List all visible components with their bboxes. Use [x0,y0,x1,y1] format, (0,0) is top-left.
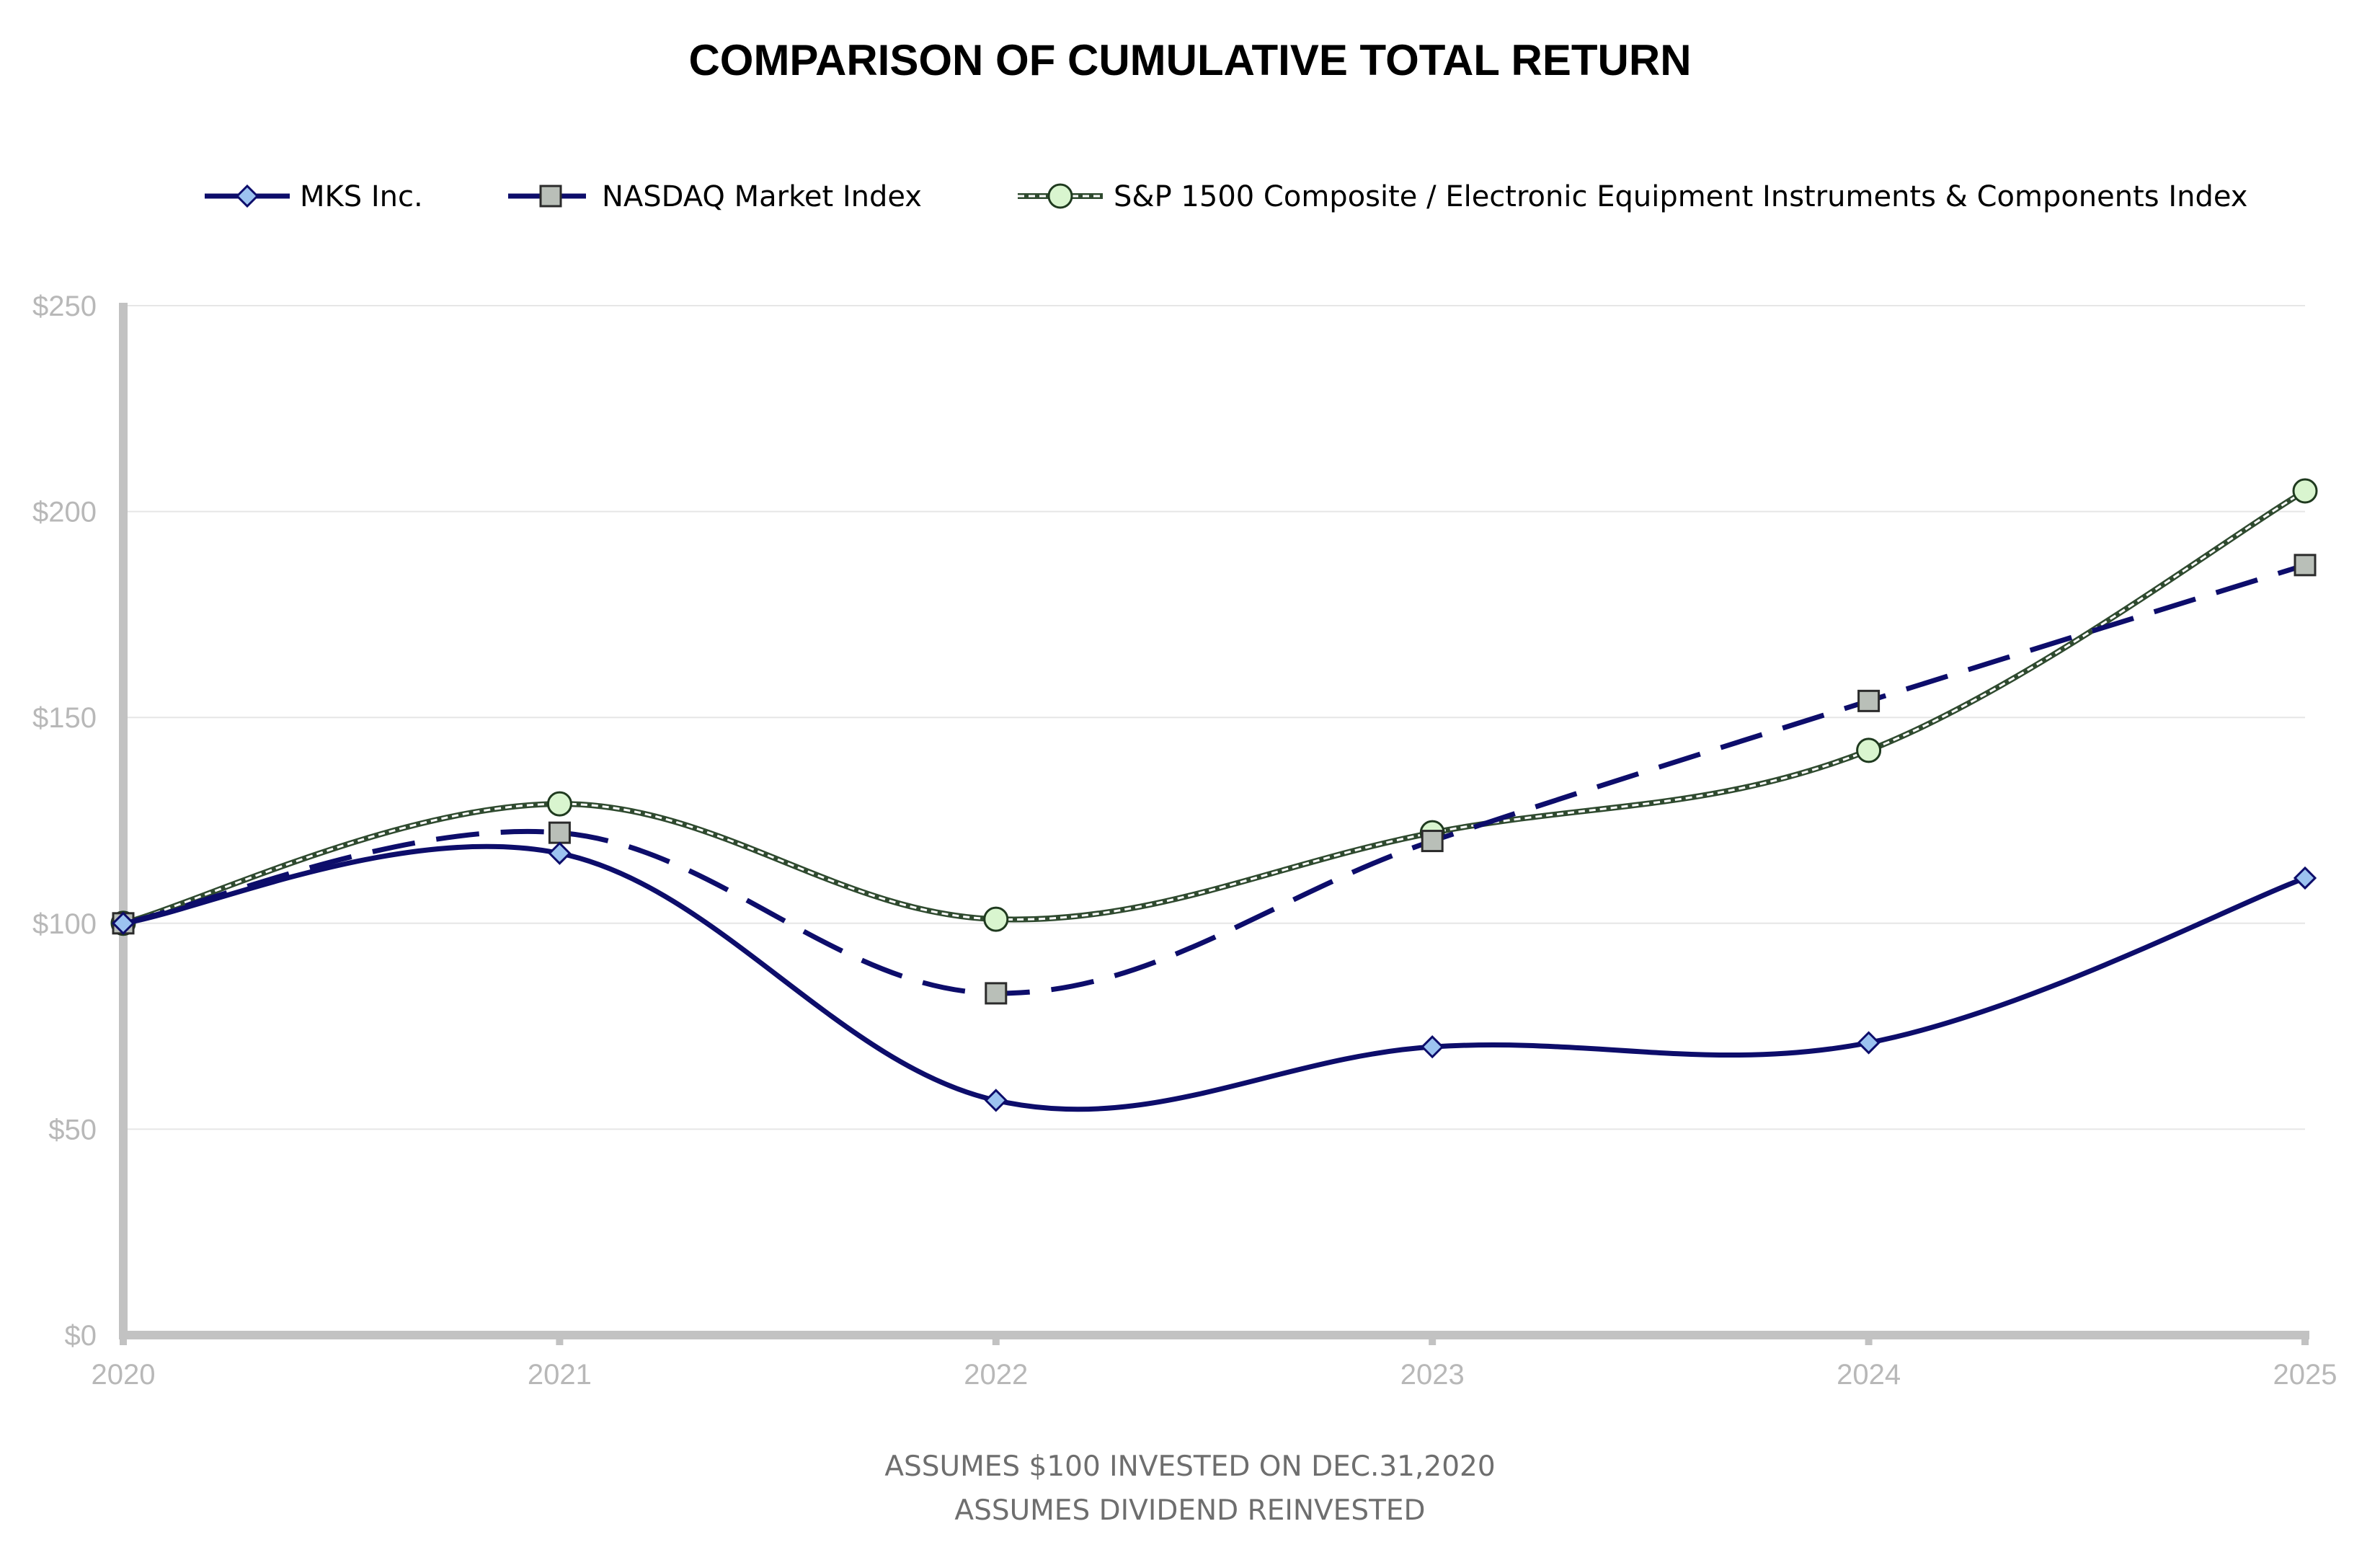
legend-swatch-marker [539,185,562,208]
series-line [123,843,2306,1112]
data-point-s-p-1500-composite-electronic-equipment-instruments-components-index [983,906,1009,932]
legend-label: NASDAQ Market Index [602,180,922,213]
data-point-mks-inc [1421,1035,1444,1059]
legend-swatch-marker [235,184,259,208]
series-mks-inc [111,841,2317,1112]
y-tick-label: $250 [32,291,97,322]
x-tick-label: 2023 [1400,1359,1465,1391]
data-point-nasdaq-market-index [1421,830,1444,853]
x-tick-label: 2024 [1837,1359,1901,1391]
y-tick-label: $0 [65,1320,97,1352]
legend-swatch-marker [1047,183,1073,209]
footnote: ASSUMES $100 INVESTED ON DEC.31,2020 [884,1450,1495,1483]
data-point-mks-inc [111,911,136,935]
series-layer [110,478,2318,1112]
y-tick-label: $150 [32,702,97,734]
footnotes: ASSUMES $100 INVESTED ON DEC.31,2020 ASSU… [884,1450,1495,1527]
chart-title: COMPARISON OF CUMULATIVE TOTAL RETURN [688,36,1691,84]
series-line-outline [122,488,2307,926]
legend-label: S&P 1500 Composite / Electronic Equipmen… [1114,180,2247,213]
x-tick-label: 2020 [92,1359,156,1391]
footnote: ASSUMES DIVIDEND REINVESTED [954,1494,1425,1527]
series-line [123,489,2306,925]
legend-label: MKS Inc. [300,180,423,213]
legend-item-mks-inc: MKS Inc. [205,180,423,213]
legend: MKS Inc. NASDAQ Market Index S&P 1500 Comp… [205,180,2247,213]
y-tick-label: $100 [32,908,97,940]
data-point-nasdaq-market-index [985,982,1008,1005]
data-point-mks-inc [548,841,572,865]
x-tick-label: 2025 [2273,1359,2337,1391]
data-point-mks-inc [1857,1031,1881,1055]
axes: $0 $50 $100 $150 $200 $250 2020 2021 2022 2023 202… [32,291,2337,1391]
gridlines [123,305,2305,1130]
series-s-p-1500-composite-electronic-equipment-instruments-components-index [110,478,2318,936]
data-point-mks-inc [984,1089,1008,1112]
x-tick-label: 2021 [528,1359,592,1391]
series-line [123,562,2306,996]
y-tick-label: $50 [48,1114,97,1145]
series-nasdaq-market-index [112,554,2317,1005]
data-point-s-p-1500-composite-electronic-equipment-instruments-components-index [1856,737,1882,763]
data-point-s-p-1500-composite-electronic-equipment-instruments-components-index [2292,478,2318,504]
legend-item-s-p-1500-composite-electronic-equipment-instruments-components-index: S&P 1500 Composite / Electronic Equipmen… [1018,180,2247,213]
data-point-nasdaq-market-index [1857,689,1881,712]
data-point-mks-inc [2293,866,2317,890]
data-point-nasdaq-market-index [548,821,571,844]
legend-item-nasdaq-market-index: NASDAQ Market Index [508,180,922,213]
x-tick-label: 2022 [964,1359,1028,1391]
data-point-nasdaq-market-index [2294,554,2317,577]
y-tick-label: $200 [32,497,97,528]
data-point-s-p-1500-composite-electronic-equipment-instruments-components-index [546,791,572,817]
